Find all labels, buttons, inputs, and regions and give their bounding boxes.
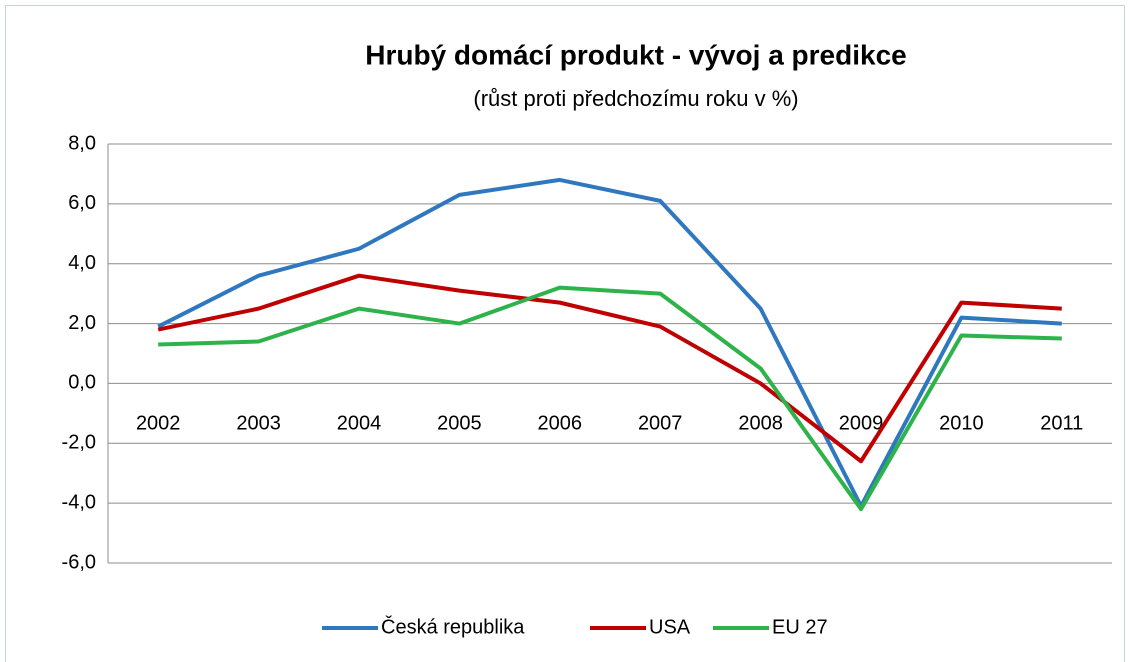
x-tick-label: 2010 [939,413,984,435]
legend-label: Česká republika [381,615,525,638]
series-line [157,177,1062,509]
legend-label: EU 27 [772,616,828,638]
y-tick-label: 6,0 [68,192,96,214]
chart-subtitle: (růst proti předchozímu roku v %) [473,86,798,111]
legend-label: USA [649,616,691,638]
chart-title: Hrubý domácí produkt - vývoj a predikce [365,39,906,70]
x-tick-label: 2011 [1040,413,1083,435]
x-tick-label: 2007 [638,413,683,435]
x-tick-label: 2005 [437,413,482,435]
y-tick-label: -4,0 [62,491,96,513]
x-tick-label: 2006 [538,413,583,435]
x-tick-label: 2004 [337,413,382,435]
series-line [158,285,1062,512]
y-tick-label: 0,0 [68,372,96,394]
x-tick-label: 2002 [136,413,181,435]
series-line [157,273,1062,464]
x-tick-label: 2003 [236,413,281,435]
y-tick-label: -2,0 [62,432,96,454]
x-tick-label: 2009 [839,413,884,435]
chart-frame [5,5,1125,662]
y-tick-label: 8,0 [68,132,96,154]
y-tick-label: 4,0 [68,252,96,274]
y-tick-label: 2,0 [68,312,96,334]
x-tick-label: 2008 [738,413,783,435]
y-tick-label: -6,0 [62,551,96,573]
